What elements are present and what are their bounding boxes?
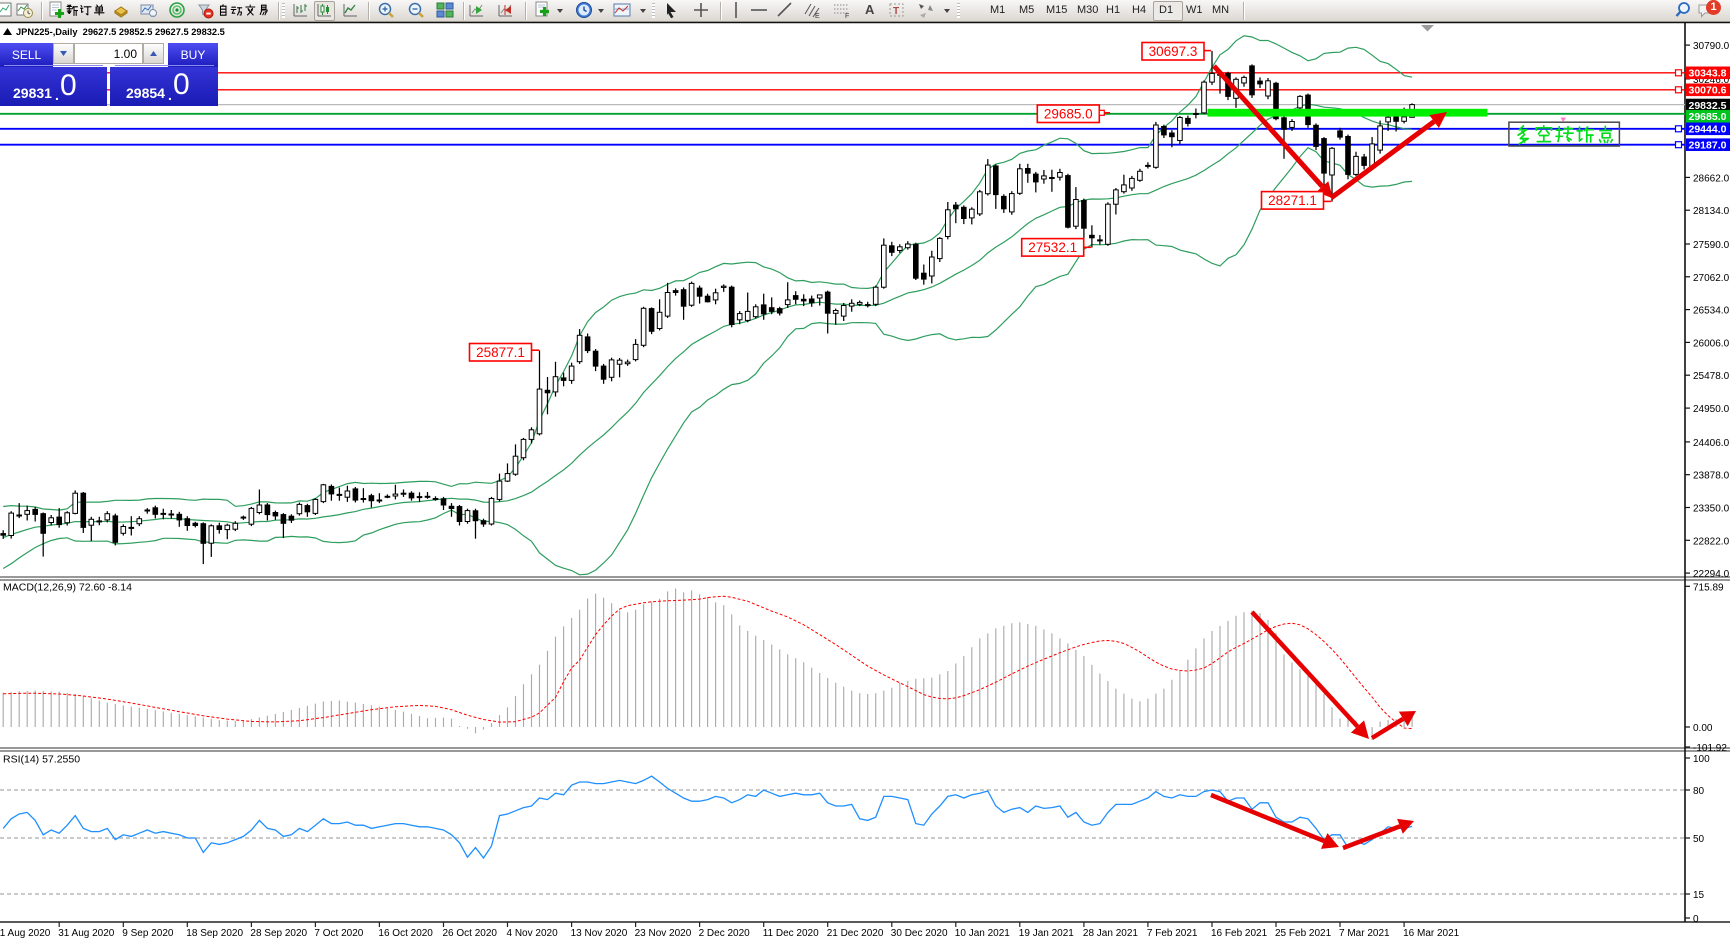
svg-text:11 Dec 2020: 11 Dec 2020	[763, 928, 819, 939]
svg-text:29685.0: 29685.0	[1689, 111, 1727, 123]
svg-text:30070.6: 30070.6	[1689, 85, 1727, 97]
svg-text:2 Dec 2020: 2 Dec 2020	[699, 928, 751, 939]
svg-text:E: E	[815, 13, 820, 19]
svg-text:23350.0: 23350.0	[1693, 504, 1730, 515]
svg-text:13 Nov 2020: 13 Nov 2020	[571, 928, 628, 939]
svg-text:RSI(14) 57.2550: RSI(14) 57.2550	[3, 754, 80, 766]
svg-text:29685.0: 29685.0	[1044, 106, 1093, 121]
svg-text:F: F	[845, 13, 849, 19]
svg-text:19 Jan 2021: 19 Jan 2021	[1019, 928, 1074, 939]
svg-text:29444.0: 29444.0	[1689, 124, 1727, 136]
svg-text:24406.0: 24406.0	[1693, 438, 1730, 449]
svg-text:9 Sep 2020: 9 Sep 2020	[122, 928, 174, 939]
svg-text:31 Aug 2020: 31 Aug 2020	[58, 928, 115, 939]
svg-text:25877.1: 25877.1	[476, 345, 525, 360]
svg-text:21 Aug 2020: 21 Aug 2020	[0, 928, 51, 939]
svg-text:23878.0: 23878.0	[1693, 471, 1730, 482]
svg-text:25 Feb 2021: 25 Feb 2021	[1275, 928, 1332, 939]
svg-text:26 Oct 2020: 26 Oct 2020	[443, 928, 498, 939]
svg-text:27062.0: 27062.0	[1693, 273, 1730, 284]
svg-text:7 Mar 2021: 7 Mar 2021	[1339, 928, 1390, 939]
svg-text:27532.1: 27532.1	[1028, 240, 1077, 255]
svg-text:22822.0: 22822.0	[1693, 536, 1730, 547]
svg-text:30790.0: 30790.0	[1693, 41, 1730, 52]
svg-text:MACD(12,26,9) 72.60 -8.14: MACD(12,26,9) 72.60 -8.14	[3, 582, 132, 594]
svg-text:80: 80	[1693, 786, 1705, 797]
svg-text:-101.92: -101.92	[1693, 743, 1727, 754]
svg-text:22294.0: 22294.0	[1693, 569, 1730, 580]
svg-text:29187.0: 29187.0	[1689, 140, 1727, 152]
svg-text:7 Oct 2020: 7 Oct 2020	[314, 928, 363, 939]
svg-text:27590.0: 27590.0	[1693, 240, 1730, 251]
svg-text:16 Feb 2021: 16 Feb 2021	[1211, 928, 1268, 939]
svg-text:10 Jan 2021: 10 Jan 2021	[955, 928, 1010, 939]
svg-text:28271.1: 28271.1	[1268, 193, 1317, 208]
svg-text:28662.0: 28662.0	[1693, 173, 1730, 184]
svg-text:23 Nov 2020: 23 Nov 2020	[635, 928, 692, 939]
svg-text:0: 0	[1693, 914, 1699, 925]
svg-text:28 Jan 2021: 28 Jan 2021	[1083, 928, 1138, 939]
svg-text:0.00: 0.00	[1693, 723, 1713, 734]
svg-text:26006.0: 26006.0	[1693, 338, 1730, 349]
svg-text:15: 15	[1693, 890, 1705, 901]
svg-text:715.89: 715.89	[1693, 582, 1724, 593]
svg-text:T: T	[893, 6, 899, 17]
svg-text:30246.0: 30246.0	[1693, 75, 1730, 86]
svg-text:24950.0: 24950.0	[1693, 404, 1730, 415]
svg-text:4 Nov 2020: 4 Nov 2020	[507, 928, 559, 939]
svg-text:50: 50	[1693, 834, 1705, 845]
svg-text:100: 100	[1693, 754, 1710, 765]
svg-text:28 Sep 2020: 28 Sep 2020	[250, 928, 307, 939]
svg-text:30697.3: 30697.3	[1149, 44, 1198, 59]
svg-text:28134.0: 28134.0	[1693, 206, 1730, 217]
svg-text:30 Dec 2020: 30 Dec 2020	[891, 928, 948, 939]
svg-text:29832.5: 29832.5	[1689, 100, 1727, 112]
svg-text:16 Mar 2021: 16 Mar 2021	[1403, 928, 1460, 939]
svg-text:25478.0: 25478.0	[1693, 371, 1730, 382]
svg-text:21 Dec 2020: 21 Dec 2020	[827, 928, 884, 939]
svg-text:26534.0: 26534.0	[1693, 306, 1730, 317]
svg-text:18 Sep 2020: 18 Sep 2020	[186, 928, 243, 939]
svg-text:30343.8: 30343.8	[1689, 68, 1727, 80]
svg-text:7 Feb 2021: 7 Feb 2021	[1147, 928, 1198, 939]
svg-text:16 Oct 2020: 16 Oct 2020	[378, 928, 433, 939]
